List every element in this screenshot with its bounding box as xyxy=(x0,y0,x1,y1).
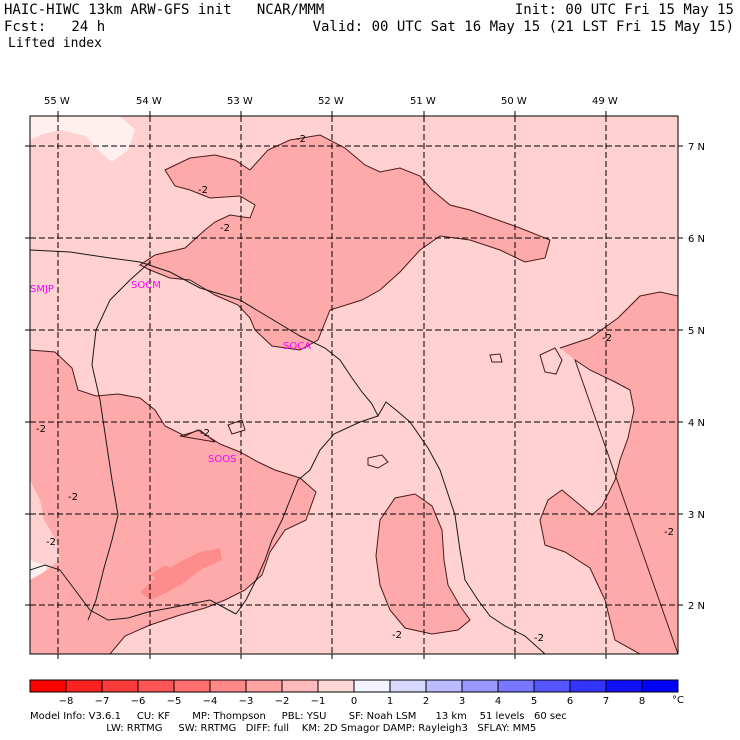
contour-label: -2 xyxy=(534,633,544,644)
contour-label: -2 xyxy=(664,527,674,538)
colorbar-tick-label: −7 xyxy=(95,696,110,707)
colorbar-tick-label: −1 xyxy=(311,696,326,707)
map-fill-layer xyxy=(30,116,678,654)
colorbar-swatch xyxy=(462,680,498,692)
border-suriname-french-guiana xyxy=(235,415,379,615)
colorbar-swatch xyxy=(246,680,282,692)
latitude-labels: 7 N 6 N 5 N 4 N 3 N 2 N xyxy=(688,142,705,612)
colorbar-tick-label: 8 xyxy=(639,696,645,707)
colorbar-tick-label: 4 xyxy=(495,696,501,707)
lat-lon-grid xyxy=(30,116,678,654)
lifted-index-minus3-area xyxy=(140,548,222,600)
colorbar-tick-label: 7 xyxy=(603,696,609,707)
contour-line xyxy=(30,349,317,654)
colorbar-swatch xyxy=(66,680,102,692)
contour-label: -2 xyxy=(36,424,46,435)
contour-label: -2 xyxy=(198,185,208,196)
lifted-index-minus2-area-north xyxy=(140,135,550,350)
lon-label: 55 W xyxy=(44,96,70,107)
station-socm: SOCM xyxy=(131,280,161,291)
colorbar-swatch xyxy=(426,680,462,692)
colorbar-tick-label: 5 xyxy=(531,696,537,707)
border-suriname-guyana xyxy=(87,261,151,621)
colorbar-tick-label: 1 xyxy=(387,696,393,707)
contour-line xyxy=(489,353,503,363)
colorbar-tick-label: −4 xyxy=(203,696,218,707)
longitude-labels: 55 W 54 W 53 W 52 W 51 W 50 W 49 W xyxy=(44,96,618,107)
lon-label: 50 W xyxy=(501,96,527,107)
contour-labels: -2 -2 -2 -2 -2 -2 -2 -2 -2 -2 -2 xyxy=(36,134,674,644)
forecast-hour: Fcst: 24 h xyxy=(4,19,106,35)
model-info-line1: Model Info: V3.6.1 CU: KF MP: Thompson P… xyxy=(30,711,567,722)
colorbar-swatch xyxy=(642,680,678,692)
colorbar-tick-label: −5 xyxy=(167,696,182,707)
lat-label: 5 N xyxy=(688,326,705,337)
contour-label: -2 xyxy=(200,428,210,439)
colorbar-swatch xyxy=(606,680,642,692)
colorbar-tick-label: 3 xyxy=(459,696,465,707)
colorbar-tick-label: −6 xyxy=(131,696,146,707)
contour-label: -2 xyxy=(602,333,612,344)
lifted-index-minus2-area-central xyxy=(376,494,470,634)
colorbar-swatch xyxy=(210,680,246,692)
colorbar-swatch xyxy=(138,680,174,692)
lon-label: 51 W xyxy=(410,96,436,107)
contour-label: -2 xyxy=(46,537,56,548)
station-smjp: SMJP xyxy=(30,284,54,295)
colorbar-swatch xyxy=(30,680,66,692)
axis-ticks xyxy=(25,111,683,659)
lifted-index-zero-area xyxy=(30,116,135,162)
contour-label: -2 xyxy=(68,492,78,503)
colorbar-tick-label: 0 xyxy=(351,696,357,707)
lon-label: 52 W xyxy=(318,96,344,107)
contour-label: -2 xyxy=(296,134,306,145)
colorbar-unit: °C xyxy=(672,695,684,706)
colorbar-tick-label: 2 xyxy=(423,696,429,707)
colorbar-swatch xyxy=(354,680,390,692)
contour-line xyxy=(139,134,551,351)
init-time: Init: 00 UTC Fri 15 May 15 xyxy=(514,2,734,18)
model-info-line2: LW: RRTMG SW: RRTMG DIFF: full KM: 2D Sm… xyxy=(30,723,537,734)
lat-label: 7 N xyxy=(688,142,705,153)
contour-line xyxy=(539,347,563,375)
contour-line xyxy=(539,291,678,654)
station-soos: SOOS xyxy=(208,454,236,465)
colorbar-swatch xyxy=(498,680,534,692)
lat-label: 3 N xyxy=(688,510,705,521)
lat-label: 4 N xyxy=(688,418,705,429)
contour-label: -2 xyxy=(392,630,402,641)
lon-label: 54 W xyxy=(136,96,162,107)
model-title: HAIC-HIWC 13km ARW-GFS init NCAR/MMM xyxy=(4,2,325,18)
colorbar-tick-label: −3 xyxy=(239,696,254,707)
station-soca: SOCA xyxy=(283,341,311,352)
colorbar-swatch xyxy=(534,680,570,692)
coastline xyxy=(30,249,546,654)
lon-label: 49 W xyxy=(592,96,618,107)
colorbar-swatch xyxy=(570,680,606,692)
station-labels: SMJP SOCM SOCA SOOS xyxy=(30,280,311,465)
colorbar-swatch xyxy=(174,680,210,692)
lifted-index-minus3-area-small xyxy=(150,565,175,582)
field-name: Lifted index xyxy=(8,36,102,51)
contour-label: -2 xyxy=(220,223,230,234)
lon-label: 53 W xyxy=(227,96,253,107)
colorbar-tick-label: 6 xyxy=(567,696,573,707)
colorbar-swatch xyxy=(102,680,138,692)
lat-label: 2 N xyxy=(688,601,705,612)
colorbar-tick-label: −2 xyxy=(275,696,290,707)
colorbar-swatch xyxy=(318,680,354,692)
contour-line xyxy=(367,454,389,469)
lifted-index-minus2-area-east xyxy=(540,292,678,654)
colorbar-tick-label: −8 xyxy=(59,696,74,707)
colorbar-swatch xyxy=(282,680,318,692)
colorbar: −8 −7 −6 −5 −4 −3 −2 −1 0 1 2 3 4 5 6 7 8 xyxy=(29,679,679,707)
colorbar-swatch xyxy=(390,680,426,692)
valid-time: Valid: 00 UTC Sat 16 May 15 (21 LST Fri … xyxy=(312,19,734,35)
lat-label: 6 N xyxy=(688,234,705,245)
contour-line xyxy=(179,429,216,443)
map-frame xyxy=(29,115,679,655)
